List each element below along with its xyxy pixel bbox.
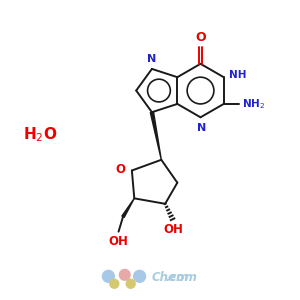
Text: N: N [147, 54, 156, 64]
Text: OH: OH [108, 235, 128, 248]
Text: O: O [115, 164, 125, 176]
Text: OH: OH [163, 223, 183, 236]
Circle shape [110, 279, 119, 288]
Text: NH$_2$: NH$_2$ [242, 97, 266, 111]
Circle shape [126, 279, 135, 288]
Text: Chem: Chem [152, 271, 189, 284]
Text: O: O [195, 31, 206, 44]
Polygon shape [150, 112, 161, 160]
Text: N: N [197, 123, 207, 133]
Text: H$_2$O: H$_2$O [23, 126, 57, 145]
Polygon shape [122, 198, 134, 218]
Circle shape [134, 270, 146, 282]
Circle shape [102, 270, 114, 282]
Text: NH: NH [229, 70, 247, 80]
Circle shape [119, 269, 130, 280]
Text: .com: .com [166, 271, 197, 284]
